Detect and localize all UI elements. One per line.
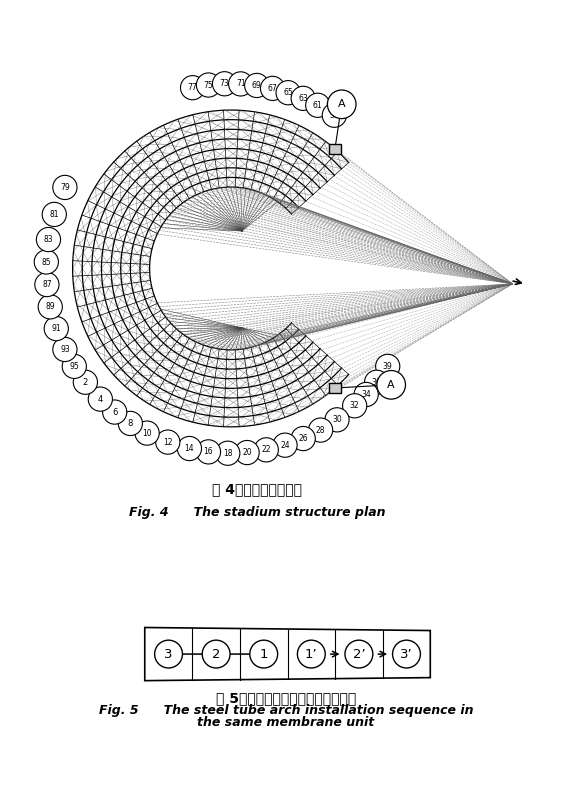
Circle shape (62, 354, 86, 378)
Circle shape (216, 441, 240, 465)
Circle shape (343, 394, 367, 418)
Text: 95: 95 (69, 362, 79, 371)
Circle shape (88, 387, 113, 411)
Text: 6: 6 (112, 407, 117, 416)
Text: 30: 30 (332, 416, 342, 424)
Circle shape (376, 354, 400, 378)
Text: 28: 28 (316, 425, 325, 435)
Text: 83: 83 (43, 235, 53, 244)
Circle shape (42, 202, 66, 227)
Circle shape (364, 370, 389, 394)
Circle shape (305, 93, 330, 117)
Circle shape (53, 337, 77, 361)
Text: 3: 3 (164, 647, 173, 661)
Text: 39: 39 (383, 362, 392, 371)
Text: the same membrane unit: the same membrane unit (197, 716, 375, 729)
Text: 1: 1 (260, 647, 268, 661)
Circle shape (202, 640, 230, 668)
Text: A: A (387, 380, 395, 390)
Text: 71: 71 (236, 79, 245, 88)
Text: 87: 87 (42, 280, 51, 289)
Text: 16: 16 (204, 447, 213, 456)
Text: 8: 8 (128, 419, 133, 428)
Text: 93: 93 (60, 345, 70, 354)
Text: 67: 67 (268, 84, 277, 93)
Text: 58: 58 (329, 111, 339, 120)
Text: 图 4　体育场结构平面: 图 4 体育场结构平面 (212, 482, 303, 496)
Text: 图 5　同一膜单元内钓管拱安装顺序: 图 5 同一膜单元内钓管拱安装顺序 (216, 691, 356, 705)
Circle shape (229, 72, 253, 96)
Text: 32: 32 (350, 401, 359, 411)
Text: 14: 14 (185, 444, 194, 453)
Circle shape (154, 640, 182, 668)
Text: 63: 63 (299, 94, 308, 103)
Circle shape (325, 407, 349, 432)
Circle shape (44, 317, 69, 341)
Text: 61: 61 (313, 100, 323, 110)
Text: 2: 2 (83, 377, 88, 386)
Circle shape (212, 71, 237, 96)
Circle shape (34, 250, 58, 274)
Text: 79: 79 (60, 183, 70, 192)
Bar (329, 383, 341, 393)
Circle shape (73, 370, 97, 394)
Circle shape (308, 418, 333, 442)
Text: 1’: 1’ (305, 647, 317, 661)
Circle shape (196, 440, 221, 464)
Text: 24: 24 (280, 441, 290, 450)
Circle shape (291, 426, 315, 450)
Text: 81: 81 (50, 210, 59, 219)
Text: 77: 77 (188, 83, 197, 92)
Text: 22: 22 (261, 446, 271, 454)
Text: 73: 73 (220, 79, 229, 88)
Circle shape (181, 75, 205, 100)
Circle shape (135, 421, 159, 446)
Text: 91: 91 (51, 324, 61, 333)
Circle shape (377, 370, 406, 399)
Circle shape (276, 80, 300, 104)
Text: 10: 10 (142, 428, 152, 437)
Circle shape (38, 295, 62, 319)
Text: 34: 34 (362, 390, 371, 399)
Circle shape (345, 640, 373, 668)
Text: 89: 89 (45, 302, 55, 311)
Text: 4: 4 (98, 394, 103, 403)
Circle shape (177, 437, 201, 461)
Text: A: A (338, 100, 345, 109)
Circle shape (250, 640, 277, 668)
Text: 75: 75 (204, 80, 213, 90)
Text: 36: 36 (372, 377, 382, 386)
Circle shape (297, 640, 325, 668)
Text: 3’: 3’ (400, 647, 413, 661)
Circle shape (273, 433, 297, 458)
Text: 12: 12 (163, 437, 173, 446)
Circle shape (196, 73, 221, 97)
Circle shape (322, 103, 347, 127)
Circle shape (354, 382, 378, 407)
Text: 65: 65 (283, 88, 293, 97)
Text: 85: 85 (42, 258, 51, 266)
Circle shape (245, 74, 269, 97)
Circle shape (260, 76, 285, 100)
Circle shape (235, 441, 259, 465)
Bar (329, 144, 341, 154)
Text: 2’: 2’ (352, 647, 365, 661)
Text: Fig. 4  The stadium structure plan: Fig. 4 The stadium structure plan (129, 506, 386, 519)
Circle shape (53, 175, 77, 199)
Text: 2: 2 (212, 647, 220, 661)
Circle shape (392, 640, 420, 668)
Text: 69: 69 (252, 81, 261, 90)
Circle shape (102, 400, 127, 424)
Circle shape (118, 411, 142, 436)
Text: 26: 26 (299, 434, 308, 443)
Circle shape (254, 437, 279, 462)
Circle shape (156, 430, 180, 454)
Circle shape (35, 272, 59, 296)
Text: 18: 18 (223, 449, 233, 458)
Text: Fig. 5  The steel tube arch installation sequence in: Fig. 5 The steel tube arch installation … (99, 704, 473, 717)
Circle shape (327, 90, 356, 118)
Circle shape (37, 228, 61, 252)
Text: 20: 20 (243, 448, 252, 457)
Circle shape (291, 86, 315, 110)
